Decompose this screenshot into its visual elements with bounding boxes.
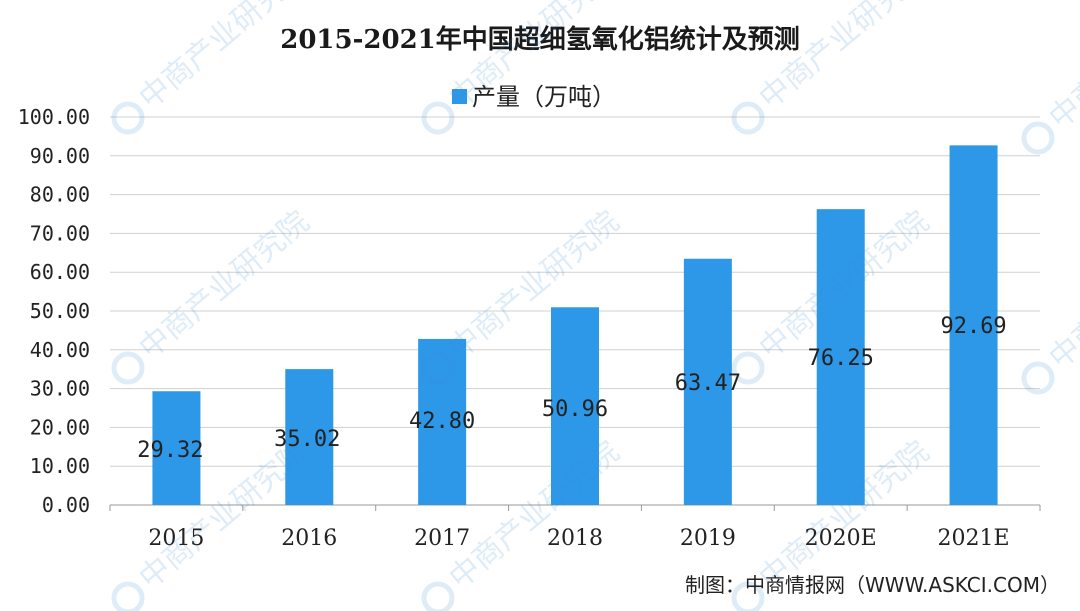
watermark-text: 中商产业研究院 [133,204,316,366]
watermark-text: 中商产业研究院 [753,0,936,116]
watermark-text: 中商产业研究院 [133,0,316,116]
legend-label: 产量（万吨） [472,83,616,111]
watermark: 中商产业研究院 [111,204,316,385]
bar-2016 [285,369,334,505]
x-axis-ticks: 2015 2016 2017 2018 2019 2020E 2021E [148,526,1009,551]
watermark: 中商产业研究院 [111,0,316,135]
data-label-2019: 63.47 [675,371,741,396]
data-label-2017: 42.80 [409,409,475,434]
y-tick-label: 50.00 [30,299,90,323]
bar-2017 [418,338,467,505]
x-tick-label-2019: 2019 [680,526,736,551]
bar-2021E [949,145,998,505]
y-tick-label: 0.00 [42,493,90,517]
bar-2020E [816,209,865,505]
legend-swatch [452,89,467,104]
chart-title: 2015-2021年中国超细氢氧化铝统计及预测 [280,24,800,55]
data-labels: 29.32 35.02 42.80 50.96 63.47 76.25 92.69 [137,314,1006,463]
watermark: 中商产业研究院 [421,0,626,135]
watermark-logo-icon [111,101,145,135]
y-tick-label: 30.00 [30,377,90,401]
watermark-text: 中商产业研究院 [443,434,626,596]
x-tick-label-2020E: 2020E [805,526,877,551]
bar-2015 [152,391,201,505]
watermark-logo-icon [421,101,455,135]
y-tick-label: 70.00 [30,221,90,245]
watermark: 中商产业研究院 [731,0,936,135]
y-tick-label: 60.00 [30,260,90,284]
watermark-logo-icon [731,581,765,611]
y-tick-label: 90.00 [30,144,90,168]
data-label-2015: 29.32 [137,438,203,463]
watermark-text: 中商产业研究院 [1043,0,1080,136]
bar-2019 [683,258,732,505]
watermark-text: 中商产业研究院 [1043,214,1080,376]
data-label-2020E: 76.25 [808,346,874,371]
y-tick-label: 80.00 [30,183,90,207]
x-tick-label-2017: 2017 [414,526,470,551]
watermark-logo-icon [421,351,455,385]
y-tick-label: 100.00 [18,105,90,129]
y-axis-ticks: 0.00 10.00 20.00 30.00 40.00 50.00 60.00 70.00 8… [18,105,90,517]
source-note: 制图：中商情报网（WWW.ASKCI.COM） [685,573,1060,597]
data-label-2021E: 92.69 [940,314,1006,339]
watermark-logo-icon [1021,121,1055,155]
legend: 产量（万吨） [452,83,616,111]
bar-2018 [551,307,599,505]
x-tick-label-2021E: 2021E [938,526,1010,551]
x-tick-label-2016: 2016 [281,526,337,551]
watermark: 中商产业研究院 [1021,214,1080,395]
x-tick-label-2015: 2015 [148,526,204,551]
watermark-logo-icon [731,101,765,135]
x-tick-label-2018: 2018 [547,526,603,551]
watermark: 中商产业研究院 [1021,0,1080,155]
data-label-2018: 50.96 [542,397,608,422]
watermark-logo-icon [1021,361,1055,395]
y-tick-label: 40.00 [30,338,90,362]
watermark-logo-icon [421,581,455,611]
watermark-logo-icon [111,581,145,611]
y-tick-label: 10.00 [30,454,90,478]
y-tick-label: 20.00 [30,415,90,439]
watermark-logo-icon [731,351,765,385]
bars [152,145,998,505]
watermark-logo-icon [111,351,145,385]
data-label-2016: 35.02 [274,427,340,452]
